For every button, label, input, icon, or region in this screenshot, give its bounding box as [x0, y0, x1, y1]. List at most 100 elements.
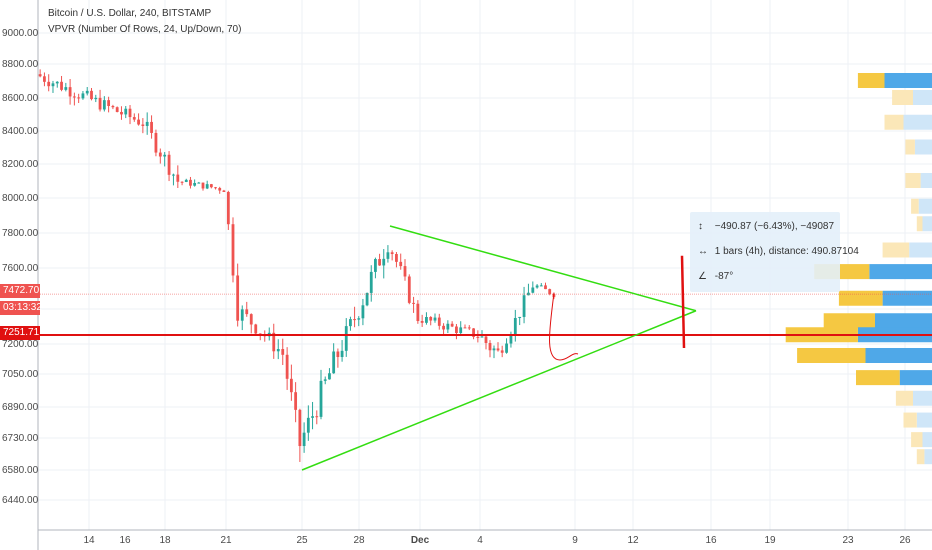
candle-up [369, 271, 373, 293]
candle-down [176, 174, 180, 182]
y-tick-label: 7050.00 [2, 369, 39, 380]
candle-up [535, 285, 539, 288]
candle-down [158, 152, 162, 157]
candle-up [344, 326, 348, 351]
candle-up [509, 334, 513, 344]
candle-down [137, 119, 140, 125]
volume-profile-up-bar [922, 432, 932, 448]
candle-down [107, 100, 111, 106]
candle-down [463, 327, 467, 329]
candle-up [163, 154, 167, 157]
candle-down [77, 97, 81, 99]
volume-profile-down-bar [903, 412, 917, 428]
candle-down [285, 354, 289, 379]
candle-up [365, 292, 369, 306]
volume-profile-down-bar [797, 348, 866, 363]
candle-up [459, 327, 463, 334]
volume-profile-down-bar [856, 370, 900, 386]
candle-down [500, 350, 504, 353]
candle-down [420, 321, 424, 323]
candle-down [209, 184, 213, 188]
candle-up [64, 87, 68, 90]
volume-profile-down-bar [916, 449, 925, 465]
y-tick-label: 7600.00 [2, 263, 39, 274]
volume-profile-up-bar [869, 264, 932, 280]
candle-down [254, 324, 258, 334]
candle-down [222, 190, 226, 192]
candle-down [43, 76, 46, 82]
candle-up [306, 417, 310, 433]
volume-profile-up-bar [922, 216, 932, 232]
volume-profile-down-bar [895, 390, 913, 406]
candle-up [145, 121, 149, 126]
candle-down [472, 328, 475, 337]
time-marker-line [680, 255, 686, 349]
countdown-tag: 03:13:32 [0, 301, 42, 315]
x-tick-label: 9 [572, 535, 578, 546]
volume-profile-down-bar [882, 242, 910, 258]
candle-down [353, 319, 356, 321]
candle-down [231, 224, 235, 276]
candle-down [437, 317, 441, 326]
x-tick-label: 12 [627, 535, 639, 546]
y-tick-label: 9000.00 [2, 28, 39, 39]
x-tick-label: 14 [83, 535, 95, 546]
candle-down [98, 97, 102, 110]
y-tick-label: 7800.00 [2, 228, 39, 239]
volume-profile-down-bar [892, 90, 913, 105]
candle-up [240, 309, 244, 321]
x-tick-label: 16 [119, 535, 131, 546]
candle-up [172, 174, 175, 176]
candle-up [81, 93, 85, 99]
volume-profile-down-bar [911, 198, 919, 214]
candle-up [480, 336, 484, 338]
chart-drawings [38, 225, 932, 471]
candle-down [412, 302, 415, 304]
volume-profile-up-bar [913, 390, 932, 406]
candle-down [289, 378, 293, 393]
x-tick-label: 25 [296, 535, 308, 546]
measure-price-change: −490.87 (−6.43%), −49087 [714, 221, 835, 232]
x-tick-label: 4 [477, 535, 483, 546]
triangle-lower-trendline [301, 310, 697, 471]
candle-up [205, 184, 209, 189]
volume-profile-up-bar [924, 449, 932, 465]
price-range-icon: ↕ [698, 221, 703, 232]
candle-down [72, 96, 76, 98]
candle-up [94, 97, 98, 100]
candle-down [180, 181, 184, 183]
candle-down [455, 326, 458, 334]
candle-up [55, 81, 59, 84]
candle-down [189, 179, 192, 186]
y-tick-label: 7200.00 [2, 339, 39, 350]
volume-profile-up-bar [899, 370, 932, 386]
candle-up [328, 373, 331, 380]
candle-down [201, 182, 205, 189]
candle-down [281, 349, 285, 355]
candle-up [349, 319, 352, 327]
x-tick-label: 21 [220, 535, 232, 546]
y-tick-label: 8800.00 [2, 59, 39, 70]
candle-up [332, 351, 336, 374]
indicator-title[interactable]: VPVR (Number Of Rows, 24, Up/Down, 70) [48, 24, 242, 35]
candle-down [476, 336, 480, 338]
candle-down [395, 254, 398, 262]
candle-up [319, 380, 323, 417]
candle-up [276, 349, 280, 352]
x-tick-label: 18 [159, 535, 171, 546]
volume-profile-down-bar [823, 313, 875, 329]
measure-angle: -87° [714, 271, 734, 282]
volume-profile-up-bar [909, 242, 932, 258]
candle-up [374, 259, 377, 272]
candle-down [399, 261, 403, 267]
candle-down [442, 325, 445, 330]
candle-up [446, 323, 450, 330]
candle-down [548, 289, 552, 294]
candlestick-series [38, 69, 556, 462]
candle-down [488, 342, 492, 351]
volume-profile-up-bar [884, 73, 932, 88]
candle-down [298, 409, 302, 447]
symbol-title[interactable]: Bitcoin / U.S. Dollar, 240, BITSTAMP [48, 8, 212, 19]
candle-down [226, 191, 230, 225]
